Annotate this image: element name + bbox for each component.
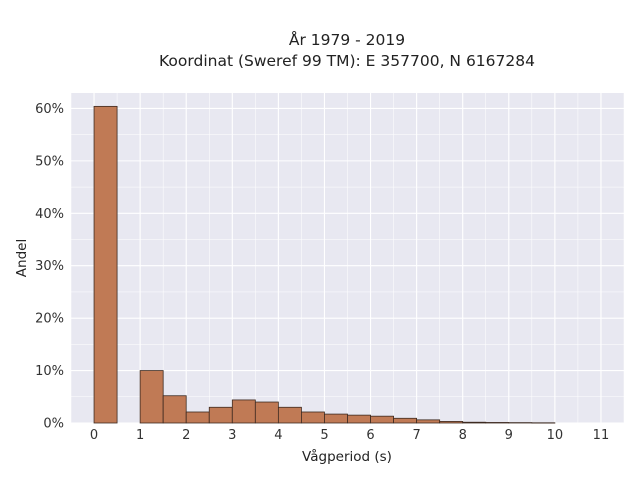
y-tick-label: 20%: [35, 312, 64, 327]
x-tick-label: 3: [228, 428, 236, 443]
y-tick-label: 10%: [35, 364, 64, 379]
histogram-bar: [324, 413, 348, 424]
histogram-bars: [93, 105, 556, 424]
chart-title-line-1: År 1979 - 2019: [289, 30, 405, 49]
y-tick-label: 50%: [35, 154, 64, 169]
histogram-bar: [301, 411, 325, 424]
x-tick-label: 5: [320, 428, 328, 443]
x-tick-label: 6: [366, 428, 374, 443]
y-tick-label: 40%: [35, 207, 64, 222]
y-tick-label: 30%: [35, 259, 64, 274]
y-tick-label: 60%: [35, 102, 64, 117]
histogram-bar: [185, 411, 210, 424]
x-tick-label: 10: [547, 428, 564, 443]
histogram-bar: [439, 421, 464, 424]
histogram-bar: [370, 415, 394, 424]
x-tick-label: 9: [505, 428, 513, 443]
x-tick-label: 1: [136, 428, 144, 443]
x-tick-label: 4: [274, 428, 282, 443]
histogram-bar: [347, 414, 371, 424]
x-tick-label: 2: [182, 428, 190, 443]
x-tick-label: 8: [459, 428, 467, 443]
histogram-bar: [462, 421, 487, 424]
histogram-bar: [485, 422, 510, 424]
histogram-bar: [254, 401, 279, 424]
x-tick-label: 7: [412, 428, 420, 443]
histogram-bar: [162, 395, 187, 424]
y-axis-ticks: 0% 10% 20% 30% 40% 50% 60%: [35, 102, 64, 432]
histogram-bar: [208, 406, 233, 424]
y-axis-label: Andel: [14, 239, 30, 277]
x-tick-label: 11: [593, 428, 610, 443]
histogram-bar: [139, 370, 164, 424]
chart-title-line-2: Koordinat (Sweref 99 TM): E 357700, N 61…: [159, 52, 535, 70]
histogram-bar: [231, 399, 256, 424]
histogram-bar: [416, 419, 441, 424]
x-tick-label: 0: [90, 428, 98, 443]
x-axis-ticks: 0 1 2 3 4 5 6 7 8 9 10 11: [90, 428, 609, 443]
x-axis-label: Vågperiod (s): [302, 448, 392, 465]
grid-lines: [70, 93, 625, 424]
y-tick-label: 0%: [43, 417, 64, 432]
histogram-bar: [277, 406, 302, 424]
histogram-bar: [393, 417, 418, 424]
histogram-bar: [93, 105, 118, 424]
